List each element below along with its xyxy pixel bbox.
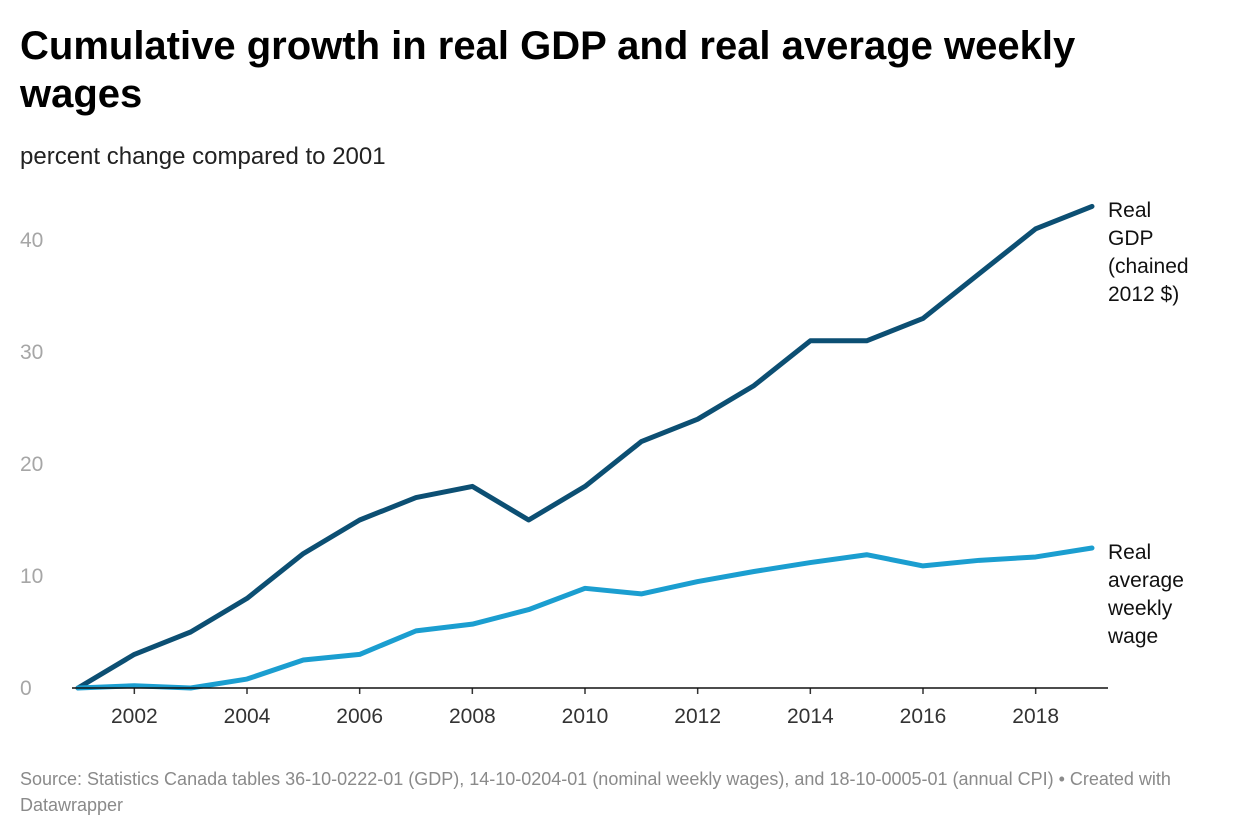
data-point — [245, 677, 250, 682]
data-point — [695, 579, 700, 584]
data-point — [639, 591, 644, 596]
series-label-line: 2012 $) — [1108, 283, 1179, 306]
y-tick-label: 20 — [20, 453, 43, 476]
data-point — [301, 658, 306, 663]
x-tick-label: 2010 — [562, 705, 609, 728]
data-point — [301, 551, 306, 556]
x-tick-label: 2002 — [111, 705, 158, 728]
data-point — [583, 586, 588, 591]
series-label-line: Real — [1108, 199, 1151, 222]
series-line-real-gdp — [75, 203, 1095, 691]
data-point — [864, 338, 869, 343]
x-tick-label: 2018 — [1012, 705, 1059, 728]
data-point — [921, 316, 926, 321]
data-point — [470, 622, 475, 627]
data-point — [526, 518, 531, 523]
series-line-real-weekly-wage — [75, 545, 1095, 691]
y-tick-label: 0 — [20, 677, 32, 700]
series-label-line: Real — [1108, 541, 1151, 564]
series-label-line: weekly — [1107, 597, 1173, 620]
data-point — [583, 484, 588, 489]
series-label-line: GDP — [1108, 227, 1154, 250]
y-tick-label: 40 — [20, 229, 43, 252]
series-label-line: wage — [1107, 625, 1158, 648]
data-point — [245, 596, 250, 601]
data-point — [357, 518, 362, 523]
data-point — [1033, 554, 1038, 559]
data-point — [752, 383, 757, 388]
data-point — [808, 560, 813, 565]
y-tick-label: 30 — [20, 341, 43, 364]
x-tick-label: 2016 — [900, 705, 947, 728]
chart-source-note: Source: Statistics Canada tables 36-10-0… — [20, 769, 1171, 815]
series-label-real-weekly-wage: Real average weekly wage — [1107, 541, 1184, 648]
data-point — [1090, 546, 1095, 551]
data-point — [526, 607, 531, 612]
x-tick-label: 2006 — [336, 705, 383, 728]
chart-title: Cumulative growth in real GDP and real a… — [20, 24, 1076, 116]
data-point — [977, 558, 982, 563]
data-point — [132, 652, 137, 657]
data-point — [470, 484, 475, 489]
data-point — [1033, 226, 1038, 231]
data-point — [808, 338, 813, 343]
data-point — [977, 271, 982, 276]
data-point — [921, 563, 926, 568]
data-point — [864, 552, 869, 557]
data-point — [188, 630, 193, 635]
data-point — [695, 417, 700, 422]
x-tick-label: 2014 — [787, 705, 834, 728]
x-tick-label: 2004 — [224, 705, 271, 728]
data-point — [414, 628, 419, 633]
data-point — [414, 495, 419, 500]
data-point — [1090, 204, 1095, 209]
chart-subtitle: percent change compared to 2001 — [20, 143, 386, 170]
data-point — [752, 569, 757, 574]
y-tick-label: 10 — [20, 565, 43, 588]
series-label-line: average — [1108, 569, 1184, 592]
x-tick-label: 2012 — [674, 705, 721, 728]
series-label-real-gdp: Real GDP (chained 2012 $) — [1108, 199, 1189, 306]
data-point — [357, 652, 362, 657]
series-label-line: (chained — [1108, 255, 1189, 278]
data-point — [639, 439, 644, 444]
x-tick-label: 2008 — [449, 705, 496, 728]
